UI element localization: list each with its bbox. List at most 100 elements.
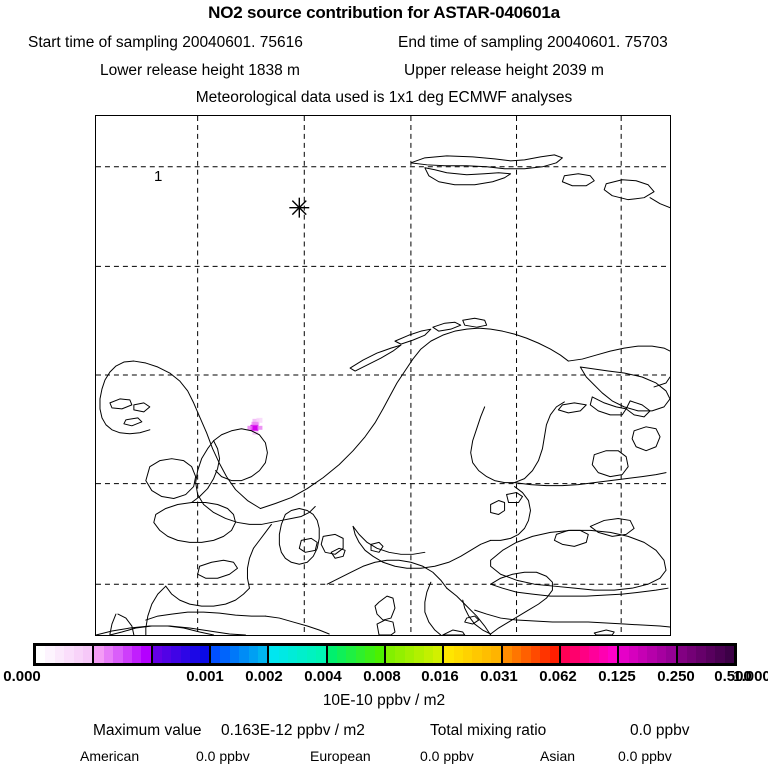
colorbar-step [677, 646, 687, 663]
england-south [197, 494, 272, 525]
colorbar-gradient [33, 643, 737, 666]
iberia-north [145, 611, 266, 621]
scotland-ireland-north [153, 502, 237, 543]
portugal-coast [117, 613, 135, 635]
bornholm [370, 541, 384, 553]
colorbar-unit-label: 10E-10 ppbv / m2 [322, 692, 446, 709]
colorbar-step [432, 646, 443, 663]
total-mixing-ratio-value: 0.0 ppbv [630, 722, 690, 739]
colorbar-step [463, 646, 473, 663]
colorbar-step [530, 646, 541, 663]
colorbar-step [278, 646, 289, 663]
crimea [553, 529, 589, 547]
bothnian-bay [514, 401, 565, 484]
star-marker [289, 197, 310, 218]
colorbar-step [687, 646, 697, 663]
panel-number-label: 1 [154, 168, 163, 185]
colorbar-step [638, 646, 648, 663]
svalbard-south [424, 167, 512, 186]
sicily [442, 629, 466, 635]
colorbar-tick-label: 0.001 [186, 668, 224, 685]
american-label: American [80, 748, 140, 764]
franz-josef [603, 179, 655, 201]
colorbar-step [598, 646, 608, 663]
colorbar-step [113, 646, 123, 663]
corsica [374, 595, 396, 621]
vesteralen [462, 317, 488, 328]
turkey-north-coast [490, 583, 669, 597]
colorbar-step [82, 646, 93, 663]
colorbar-segment [92, 646, 151, 663]
colorbar-step [64, 646, 74, 663]
colorbar-tick-label: 0.016 [421, 668, 459, 685]
colorbar-step [395, 646, 405, 663]
page-title: NO2 source contribution for ASTAR-040601… [208, 3, 560, 22]
balkans-adriatic [490, 571, 553, 635]
funen [298, 537, 318, 553]
colorbar-tick-label: 0.250 [657, 668, 695, 685]
colorbar-step [619, 646, 629, 663]
colorbar-segment [617, 646, 676, 663]
norway-west-coast [99, 360, 261, 509]
colorbar-segment [558, 646, 618, 663]
colorbar-step [502, 646, 513, 663]
colorbar[interactable] [33, 643, 737, 666]
colorbar-step [560, 646, 571, 663]
map-panel: 1 [95, 115, 671, 636]
colorbar-step [628, 646, 639, 663]
colorbar-step [103, 646, 114, 663]
colorbar-step [472, 646, 482, 663]
colorbar-step [414, 646, 424, 663]
colorbar-step [229, 646, 240, 663]
kandalaksha [557, 402, 587, 414]
total-mixing-ratio-label: Total mixing ratio [430, 722, 547, 739]
great-britain-east [195, 440, 215, 496]
colorbar-tick-label: 0.062 [539, 668, 577, 685]
colorbar-step [570, 646, 580, 663]
colorbar-step [190, 646, 200, 663]
greece-coast [462, 599, 492, 635]
colorbar-step [257, 646, 268, 663]
max-value-label: Maximum value [93, 722, 202, 739]
iceland-faroe-bit [109, 398, 133, 410]
dvina-bay [625, 400, 651, 418]
finland-sweden-border-coast [470, 406, 516, 484]
colorbar-step [549, 646, 559, 663]
svalbard-east-islet [561, 173, 595, 187]
upper-release-height-text: Upper release height 2039 m [404, 62, 604, 79]
ladoga-lake [591, 450, 629, 478]
colorbar-step [220, 646, 230, 663]
denmark-jutland [278, 507, 320, 565]
colorbar-step [337, 646, 347, 663]
colorbar-tick-label: 0.500 [714, 668, 752, 685]
norway-north [259, 327, 569, 509]
max-value-value: 0.163E-12 ppbv / m2 [221, 722, 365, 739]
gulf-of-finland [514, 472, 667, 487]
colorbar-segment [208, 646, 268, 663]
colorbar-step [656, 646, 667, 663]
colorbar-tick-label: 0.031 [480, 668, 518, 685]
colorbar-segment [383, 646, 443, 663]
italy-west [424, 581, 442, 635]
colorbar-step [180, 646, 191, 663]
american-value: 0.0 ppbv [196, 748, 250, 764]
scotland-outline [213, 428, 268, 482]
white-sea [579, 366, 670, 412]
colorbar-tick-label: 0.008 [363, 668, 401, 685]
meteorological-data-text: Meteorological data used is 1x1 deg ECMW… [195, 89, 573, 106]
colorbar-step [327, 646, 338, 663]
north-sea-coast-gb [191, 440, 221, 504]
colorbar-step [36, 646, 46, 663]
colorbar-step [705, 646, 716, 663]
cyprus [593, 629, 615, 635]
colorbar-tick-label: 0.002 [245, 668, 283, 685]
north-africa-coast [96, 625, 246, 635]
colorbar-step [715, 646, 725, 663]
jan-mayen [123, 417, 143, 427]
lower-release-height-text: Lower release height 1838 m [100, 62, 300, 79]
colorbar-step [696, 646, 706, 663]
colorbar-step [306, 646, 317, 663]
colorbar-tick-label: 0.125 [598, 668, 636, 685]
colorbar-step [521, 646, 531, 663]
ireland [145, 458, 197, 500]
